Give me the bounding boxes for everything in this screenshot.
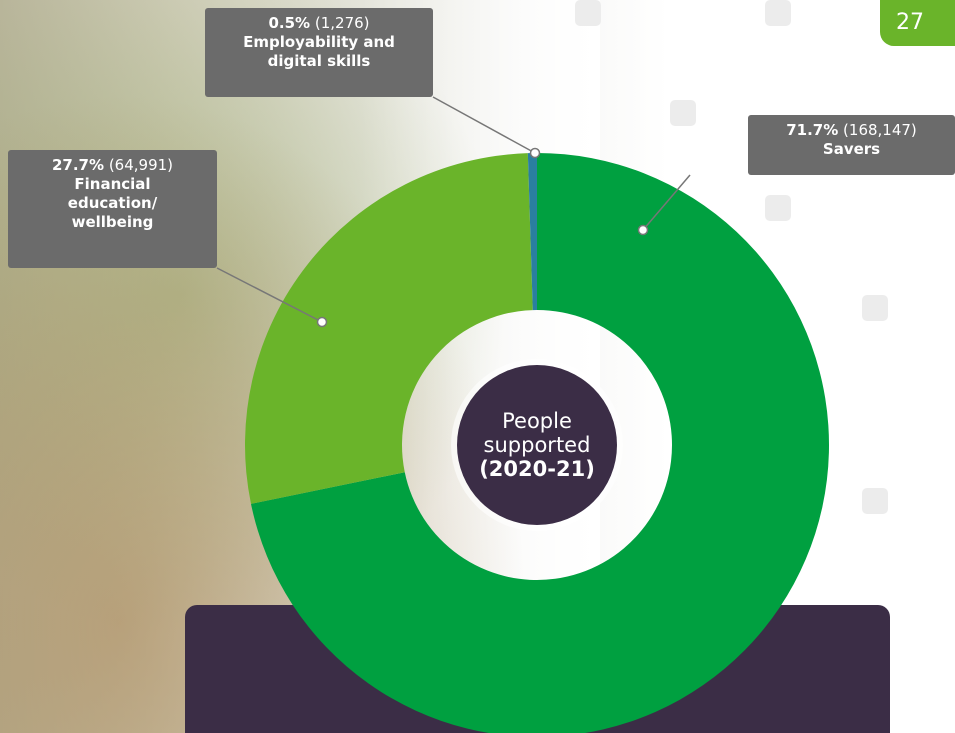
callout: 0.5% (1,276)Employability and digital sk… xyxy=(205,8,433,97)
leader-dot xyxy=(531,149,540,158)
callout: 71.7% (168,147)Savers xyxy=(748,115,955,175)
callout: 27.7% (64,991)Financial education/ wellb… xyxy=(8,150,217,268)
callout-values: 0.5% (1,276) xyxy=(213,14,425,33)
center-title: People supported xyxy=(477,409,597,457)
callout-values: 27.7% (64,991) xyxy=(16,156,209,175)
category-label: Employability and digital skills xyxy=(213,33,425,71)
category-label: Savers xyxy=(756,140,947,159)
chart xyxy=(0,0,955,733)
percent-label: 27.7% xyxy=(52,156,104,174)
category-label: Financial education/ wellbeing xyxy=(16,175,209,232)
count-label: (64,991) xyxy=(109,156,173,174)
count-label: (1,276) xyxy=(315,14,370,32)
leader-dot xyxy=(639,226,648,235)
percent-label: 0.5% xyxy=(268,14,310,32)
page: 27 People supported (2020-21) 71.7% (168… xyxy=(0,0,955,733)
leader-line xyxy=(433,97,535,153)
center-subtitle: (2020-21) xyxy=(479,457,595,481)
count-label: (168,147) xyxy=(843,121,917,139)
center-label: People supported (2020-21) xyxy=(457,365,617,525)
leader-dot xyxy=(318,318,327,327)
percent-label: 71.7% xyxy=(786,121,838,139)
callout-values: 71.7% (168,147) xyxy=(756,121,947,140)
